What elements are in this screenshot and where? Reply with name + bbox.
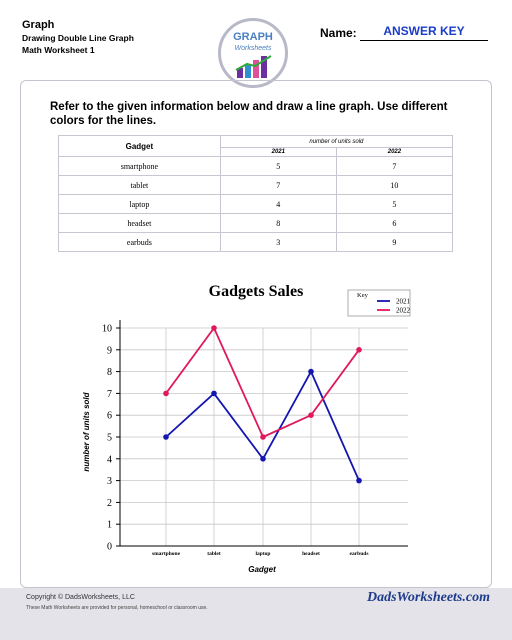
bar-chart-icon xyxy=(235,55,272,78)
y-tick-label: 5 xyxy=(107,433,112,444)
table-row: headset 8 6 xyxy=(58,213,454,233)
brand-logo: DadsWorksheets.com xyxy=(366,590,490,605)
name-label: Name: xyxy=(320,26,357,40)
x-tick-label: laptop xyxy=(256,551,271,557)
graph-worksheets-logo: GRAPH Worksheets xyxy=(218,18,288,88)
data-point-2021 xyxy=(260,456,266,462)
table-row: smartphone 5 7 xyxy=(58,156,454,176)
legend-box xyxy=(347,289,411,317)
line-chart: 0 1 2 3 4 5 6 7 8 9 10 smartphone tablet laptop headse… xyxy=(82,283,411,574)
data-point-2021 xyxy=(308,368,314,375)
worksheet-title: Graph xyxy=(22,19,55,31)
table-row: earbuds 3 9 xyxy=(58,232,454,252)
legend-title: Key xyxy=(357,292,369,299)
chart-title: Gadgets Sales xyxy=(209,283,304,300)
data-point-2022 xyxy=(308,412,314,419)
data-point-2022 xyxy=(211,325,217,331)
footer: Copyright © DadsWorksheets, LLC These Ma… xyxy=(0,588,512,640)
data-point-2021 xyxy=(356,477,362,484)
legend-label: 2021 xyxy=(396,298,411,306)
data-point-2022 xyxy=(260,434,266,440)
series-line-2022 xyxy=(165,327,360,438)
y-tick-label: 7 xyxy=(107,389,112,400)
worksheet-number: Math Worksheet 1 xyxy=(22,45,95,55)
data-point-2022 xyxy=(163,390,169,397)
legend-label: 2022 xyxy=(396,307,411,315)
table-row: laptop 4 5 xyxy=(58,194,454,214)
x-tick-label: headset xyxy=(302,551,320,557)
logo-title: GRAPH xyxy=(233,31,273,43)
data-table: Gadget number of units sold 2021 2022 sm… xyxy=(58,135,454,252)
y-tick-label: 4 xyxy=(107,454,112,465)
y-tick-label: 6 xyxy=(107,411,112,422)
y-tick-label: 9 xyxy=(107,345,112,356)
y-tick-label: 10 xyxy=(102,324,112,335)
y-axis-label: number of units sold xyxy=(82,391,91,471)
x-tick-label: smartphone xyxy=(152,551,181,557)
data-point-2021 xyxy=(211,390,217,397)
usage-notice: These Math Worksheets are provided for p… xyxy=(26,605,208,611)
y-tick-label: 8 xyxy=(107,367,112,378)
logo-subtitle: Worksheets xyxy=(234,45,272,52)
name-field: ANSWER KEY xyxy=(360,24,488,41)
table-cell: 9 xyxy=(335,232,454,252)
y-tick-label: 1 xyxy=(107,520,112,531)
data-point-2022 xyxy=(356,347,362,353)
instructions: Refer to the given information below and… xyxy=(50,101,448,127)
copyright-text: Copyright © DadsWorksheets, LLC xyxy=(26,594,135,601)
x-axis-label: Gadget xyxy=(248,565,276,574)
y-tick-label: 3 xyxy=(107,476,112,487)
x-tick-label: earbuds xyxy=(350,551,369,557)
x-tick-label: tablet xyxy=(207,551,221,557)
worksheet-panel xyxy=(20,80,492,588)
data-point-2021 xyxy=(163,434,169,440)
y-tick-label: 2 xyxy=(107,498,112,509)
table-cell: earbuds xyxy=(58,232,221,252)
worksheet-header: Graph Drawing Double Line Graph Math Wor… xyxy=(22,18,134,56)
worksheet-subtitle: Drawing Double Line Graph xyxy=(22,33,134,43)
y-tick-label: 0 xyxy=(107,542,112,553)
